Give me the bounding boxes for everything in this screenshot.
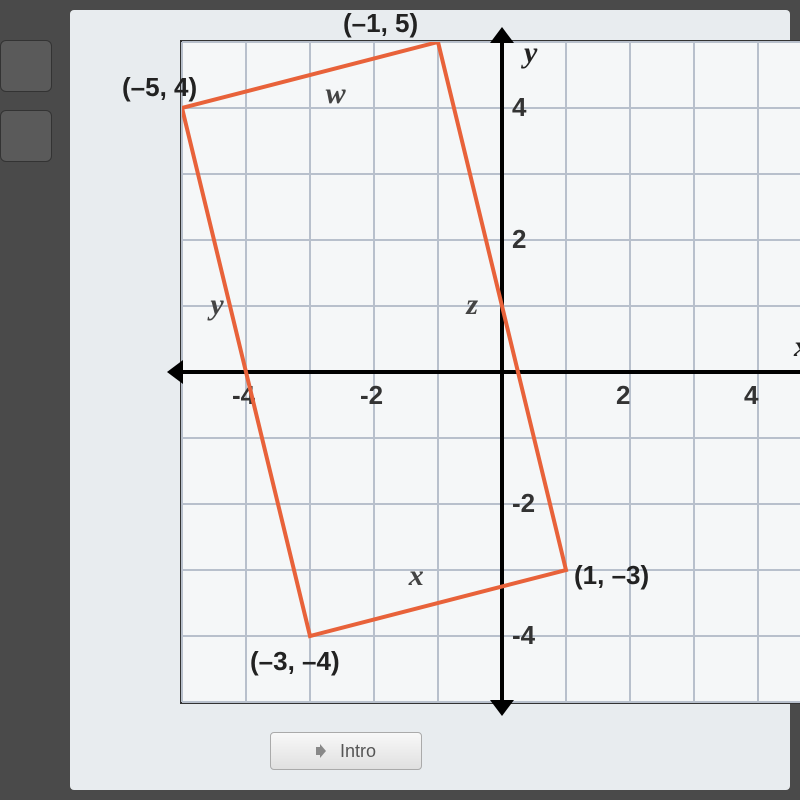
side-widget-1 [0,40,52,92]
side-label: z [466,288,478,322]
vertex-coord-label: (–5, 4) [122,72,197,103]
vertex-coord-label: (1, –3) [574,560,649,591]
polygon-svg [182,42,800,702]
axis-arrow [490,700,514,716]
side-label: y [210,288,223,322]
intro-button-label: Intro [340,741,376,762]
screen-panel: -4-22442-2-4xy(–1, 5)(1, –3)(–3, –4)(–5,… [70,10,790,790]
polygon-shape [182,42,566,636]
side-label: w [326,77,346,111]
coordinate-graph: -4-22442-2-4xy(–1, 5)(1, –3)(–3, –4)(–5,… [180,40,800,704]
side-widget-2 [0,110,52,162]
vertex-coord-label: (–1, 5) [343,8,418,39]
vertex-coord-label: (–3, –4) [250,646,340,677]
axis-arrow [490,27,514,43]
side-label: x [409,559,424,593]
intro-button[interactable]: Intro [270,732,422,770]
speaker-icon [316,744,332,758]
axis-arrow [167,360,183,384]
